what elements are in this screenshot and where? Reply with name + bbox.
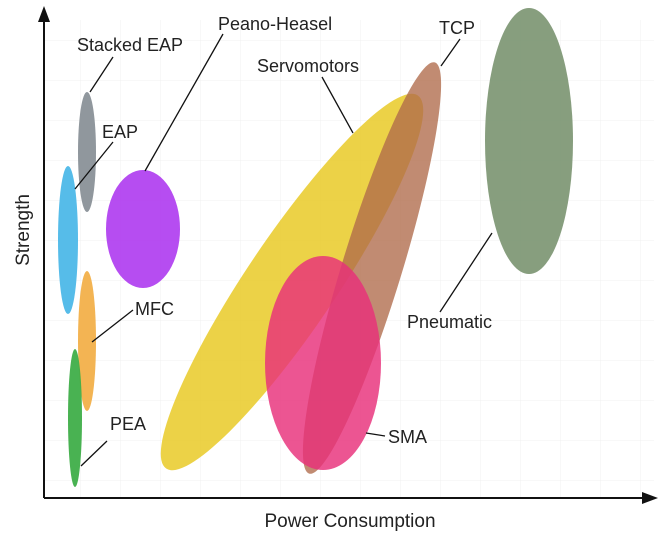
label-eap: EAP: [102, 122, 138, 142]
region-layer: [58, 8, 573, 487]
label-peano-heasel: Peano-Heasel: [218, 14, 332, 34]
leader-pea: [80, 440, 108, 467]
y-axis-arrowhead: [38, 6, 50, 22]
region-pneumatic: [485, 8, 573, 274]
x-axis-arrowhead: [642, 492, 658, 504]
leader-lines: [74, 33, 493, 467]
label-pea: PEA: [110, 414, 146, 434]
label-mfc: MFC: [135, 299, 174, 319]
axes: [38, 6, 658, 504]
x-axis-label: Power Consumption: [264, 511, 435, 532]
label-pneumatic: Pneumatic: [407, 312, 492, 332]
region-sma: [265, 256, 381, 470]
label-servomotors: Servomotors: [257, 56, 359, 76]
leader-pneumatic: [439, 232, 493, 313]
leader-stacked-eap: [89, 56, 114, 93]
region-pea: [68, 349, 82, 487]
y-axis-label: Strength: [13, 194, 34, 266]
label-sma: SMA: [388, 427, 427, 447]
leader-eap: [74, 141, 114, 190]
leader-servomotors: [321, 76, 354, 134]
region-peano-heasel: [106, 170, 180, 288]
region-mfc: [78, 271, 96, 411]
leader-mfc: [91, 309, 134, 343]
region-stacked-eap: [78, 92, 96, 212]
region-eap: [58, 166, 78, 314]
label-stacked-eap: Stacked EAP: [77, 35, 183, 55]
region-labels: Stacked EAP EAP Peano-Heasel MFC PEA Ser…: [77, 14, 492, 447]
leader-peano-heasel: [144, 33, 224, 172]
leader-tcp: [440, 38, 461, 67]
label-tcp: TCP: [439, 18, 475, 38]
leader-sma: [365, 432, 386, 437]
